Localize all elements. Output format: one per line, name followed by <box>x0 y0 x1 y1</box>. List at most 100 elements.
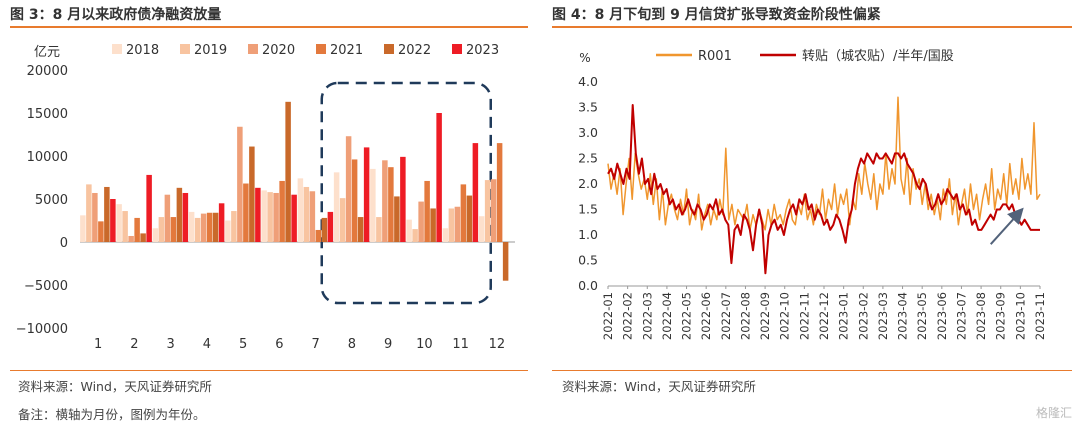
bar <box>255 187 261 242</box>
bar <box>140 233 146 242</box>
x-tick-label: 12 <box>489 337 506 352</box>
x-tick-label: 2022-01 <box>601 292 615 340</box>
x-tick-label: 2 <box>130 337 138 352</box>
x-tick-label: 2022-06 <box>699 292 713 340</box>
bar <box>80 215 86 242</box>
x-tick-label: 2022-10 <box>778 292 792 340</box>
legend-swatch <box>248 44 258 54</box>
left-source-rule <box>10 370 528 371</box>
x-tick-label: 2023-03 <box>876 292 890 340</box>
bar <box>357 217 364 242</box>
bar <box>267 192 273 242</box>
x-tick-label: 4 <box>203 337 211 352</box>
bar <box>345 136 352 242</box>
bar <box>496 143 503 242</box>
bar <box>370 168 376 242</box>
bar <box>146 174 152 242</box>
x-tick-label: 2023-09 <box>994 292 1008 340</box>
bar <box>243 183 249 242</box>
y-tick-label: 0.5 <box>578 253 598 268</box>
legend-swatch <box>384 44 394 54</box>
bar <box>454 206 461 242</box>
bar <box>176 187 183 242</box>
x-tick-label: 2022-09 <box>758 292 772 340</box>
legend-label: 2023 <box>466 43 499 58</box>
bar <box>291 194 297 242</box>
bar <box>212 212 219 242</box>
y-tick-label: 10000 <box>27 150 68 165</box>
x-tick-label: 2022-04 <box>660 292 674 340</box>
bar <box>237 126 243 242</box>
bar <box>472 143 479 242</box>
x-tick-label: 7 <box>311 337 319 352</box>
legend-label: 转贴（城农贴）/半年/国股 <box>802 49 954 64</box>
x-tick-label: 2022-11 <box>797 292 811 340</box>
y-tick-label: 2.5 <box>578 151 598 166</box>
left-chart-title: 图 3：8 月以来政府债净融资放量 <box>10 7 222 23</box>
x-tick-label: 2023-06 <box>935 292 949 340</box>
bar <box>273 192 279 242</box>
bar <box>128 235 134 242</box>
bar <box>225 220 231 242</box>
bar <box>98 221 104 242</box>
x-tick-label: 9 <box>384 337 392 352</box>
bar <box>297 178 304 242</box>
bar <box>339 198 346 242</box>
bar <box>116 204 122 242</box>
bar <box>249 146 255 242</box>
x-tick-label: 2022-05 <box>680 292 694 340</box>
right-title-rule <box>552 26 1072 28</box>
bar <box>182 192 189 242</box>
bar <box>122 211 128 242</box>
series-line <box>607 96 1041 231</box>
x-tick-label: 3 <box>166 337 174 352</box>
y-tick-label: −5000 <box>24 279 68 294</box>
legend-label: 2020 <box>262 43 295 58</box>
bar <box>218 203 225 242</box>
y-tick-label: 15000 <box>27 107 68 122</box>
x-tick-label: 2023-04 <box>896 292 910 340</box>
bar <box>351 159 358 242</box>
trend-arrow <box>989 207 1024 245</box>
bar <box>436 113 442 242</box>
legend-label: R001 <box>698 49 732 64</box>
x-tick-label: 2023-05 <box>915 292 929 340</box>
right-source-rule <box>552 370 1072 371</box>
left-note: 备注：横轴为月份，图例为年份。 <box>18 407 206 422</box>
x-tick-label: 2023-01 <box>837 292 851 340</box>
bar <box>104 186 110 242</box>
bar <box>490 179 497 242</box>
x-tick-label: 10 <box>416 337 433 352</box>
bar <box>466 195 473 242</box>
legend-swatch <box>316 44 326 54</box>
bar <box>110 199 116 242</box>
x-tick-label: 2022-12 <box>817 292 831 340</box>
bar <box>86 184 92 242</box>
bar <box>170 217 177 242</box>
x-tick-label: 2022-08 <box>738 292 752 340</box>
bar <box>261 190 267 242</box>
legend-swatch <box>180 44 190 54</box>
watermark: 格隆汇 <box>1035 406 1072 420</box>
bar <box>412 229 418 242</box>
y-tick-label: −10000 <box>16 322 68 337</box>
x-tick-label: 5 <box>239 337 247 352</box>
bar <box>321 217 328 242</box>
bar <box>382 160 388 242</box>
legend-label: 2019 <box>194 43 227 58</box>
x-tick-label: 2023-02 <box>856 292 870 340</box>
left-source: 资料来源：Wind，天风证券研究所 <box>18 379 212 394</box>
y-tick-label: 4.0 <box>578 74 598 89</box>
bar <box>406 219 412 242</box>
bar <box>194 217 201 242</box>
y-tick-label: 5000 <box>35 193 68 208</box>
bar <box>303 186 310 242</box>
bar <box>502 242 509 281</box>
highlight-box <box>320 81 492 305</box>
bar <box>448 208 455 242</box>
bar <box>315 229 322 242</box>
x-tick-label: 2023-07 <box>954 292 968 340</box>
bar <box>152 228 159 242</box>
